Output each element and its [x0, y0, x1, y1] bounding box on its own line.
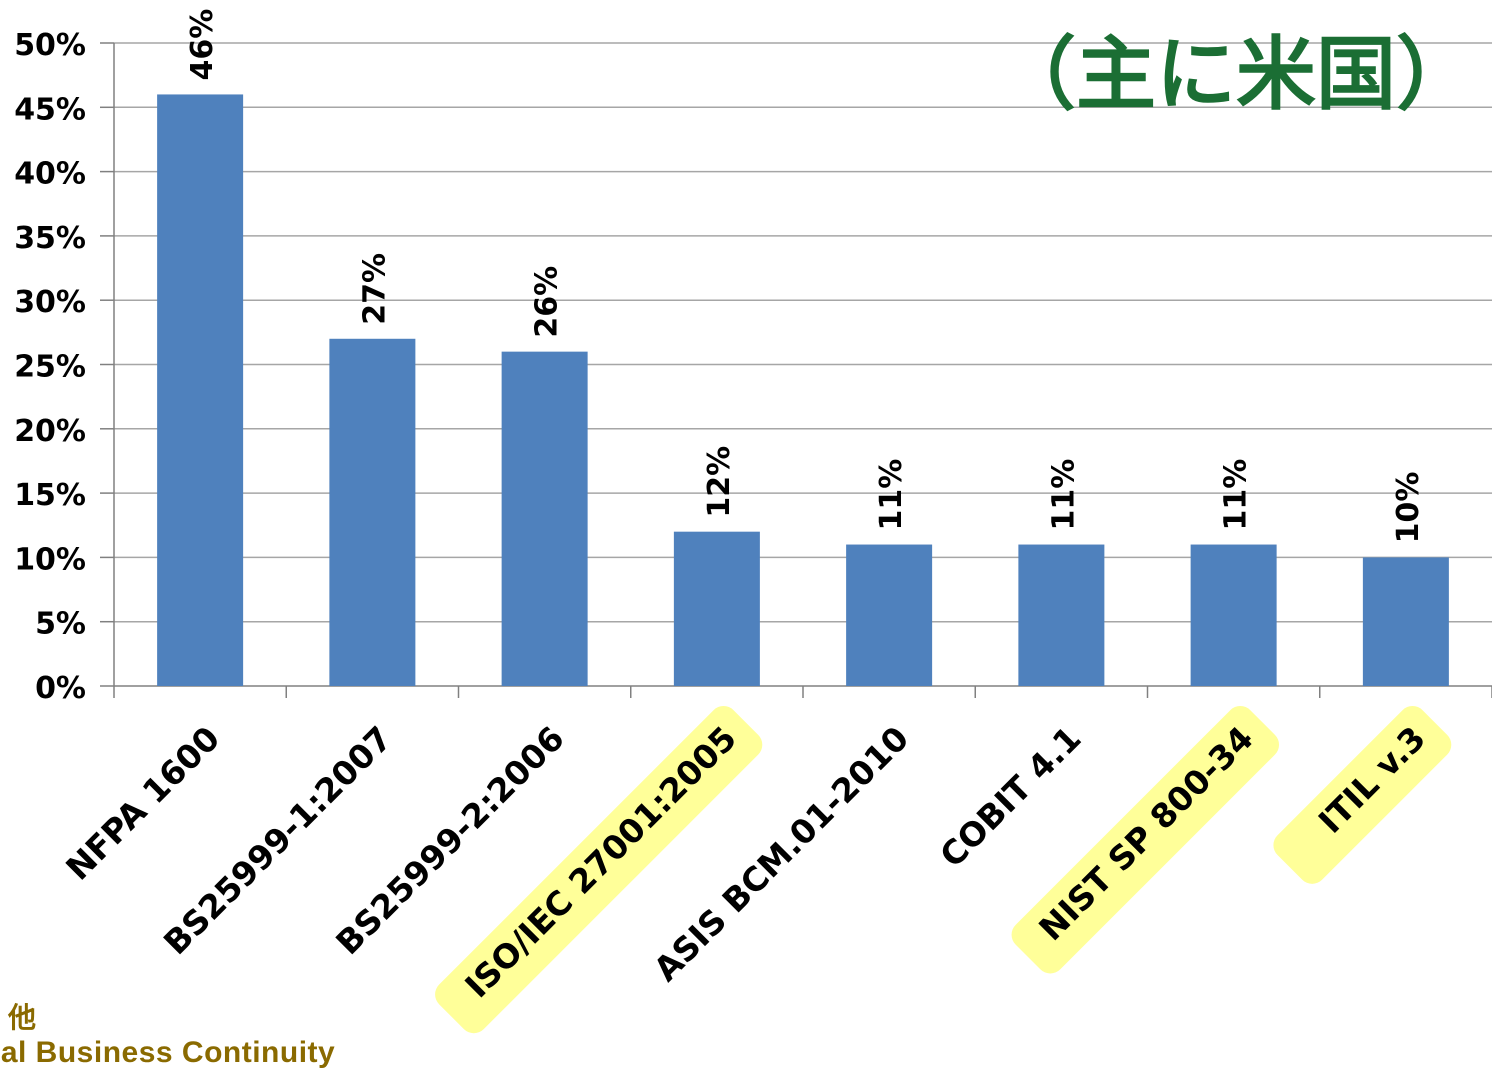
bar: [1362, 557, 1449, 686]
region-callout: （主に米国）: [996, 28, 1476, 121]
x-tick-group: NFPA 1600: [58, 719, 227, 888]
footer-source: oal Business Continuity: [0, 1036, 336, 1069]
bar: [846, 544, 933, 686]
data-label: 11%: [874, 459, 909, 531]
data-labels: 46% 27% 26% 12% 11% 11% 11% 10%: [185, 9, 1426, 544]
data-label: 46%: [185, 9, 220, 81]
y-tick-label: 15%: [14, 478, 86, 513]
bar: [1018, 544, 1105, 686]
bar: [501, 351, 588, 686]
bar: [673, 531, 760, 686]
data-label: 11%: [1219, 459, 1254, 531]
x-tick-label: NFPA 1600: [58, 719, 227, 888]
data-label: 10%: [1391, 472, 1426, 544]
y-tick-label: 45%: [14, 92, 86, 127]
y-tick-label: 35%: [14, 221, 86, 256]
data-label: 26%: [530, 266, 565, 338]
x-tick-group: ISO/IEC 27001:2005: [435, 705, 763, 1034]
x-tick-group: COBIT 4.1: [932, 719, 1088, 875]
footer-note: 他: [8, 1002, 37, 1033]
data-label: 12%: [702, 446, 737, 518]
x-tick-label: COBIT 4.1: [932, 719, 1088, 875]
y-tick-label: 40%: [14, 157, 86, 192]
y-tick-label: 25%: [14, 350, 86, 385]
x-tick-group: ITIL v.3: [1273, 705, 1452, 884]
data-label: 11%: [1046, 459, 1081, 531]
x-tick-labels: NFPA 1600BS25999-1:2007BS25999-2:2006ISO…: [58, 705, 1452, 1034]
bar: [1190, 544, 1277, 686]
axes: [100, 42, 1492, 698]
highlight-box: [435, 705, 763, 1034]
y-tick-label: 0%: [35, 671, 86, 706]
y-tick-label: 10%: [14, 542, 86, 577]
bar: [329, 338, 416, 686]
bar: [157, 94, 244, 686]
bars: [157, 94, 1449, 686]
highlight-box: [1273, 705, 1452, 884]
data-label: 27%: [357, 253, 392, 325]
y-tick-label: 5%: [35, 607, 86, 642]
y-tick-labels: 0% 5% 10% 15% 20% 25% 30% 35% 40% 45% 50%: [14, 28, 86, 706]
y-tick-label: 30%: [14, 285, 86, 320]
highlight-box: [1011, 705, 1280, 974]
gridlines: [114, 42, 1492, 623]
y-tick-label: 50%: [14, 28, 86, 63]
y-tick-label: 20%: [14, 414, 86, 449]
